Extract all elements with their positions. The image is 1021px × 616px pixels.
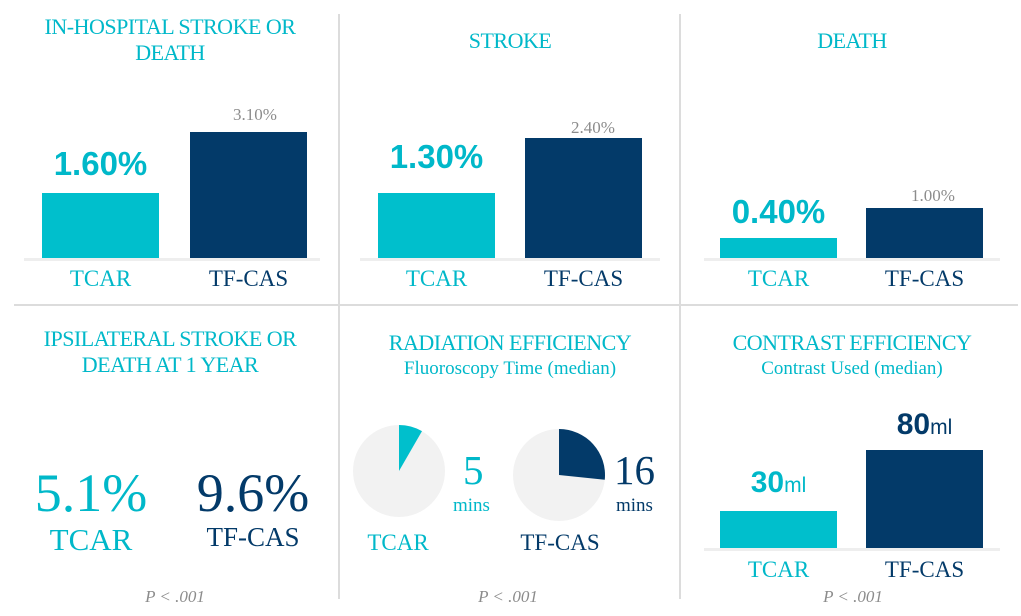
data-label-tcar: 1.30%: [389, 138, 484, 175]
panel-title: IN-HOSPITAL STROKE OR DEATH: [44, 14, 296, 65]
data-label-tcar: 0.40%: [731, 193, 826, 230]
data-label-tf-cas: 2.40%: [571, 118, 615, 137]
p-value: P < .001: [823, 587, 883, 606]
data-label-tcar: 1.60%: [53, 145, 148, 182]
category-label-tcar: TCAR: [49, 522, 133, 557]
baseline: [704, 548, 1000, 551]
data-label-tf-cas: 80ml: [896, 408, 953, 441]
value-tf-cas: 16: [614, 447, 655, 493]
category-label-tf-cas: TF-CAS: [543, 266, 624, 291]
category-label-tf-cas: TF-CAS: [520, 530, 600, 555]
panel-title: CONTRAST EFFICIENCY: [732, 330, 972, 355]
category-label-tf-cas: TF-CAS: [208, 266, 289, 291]
panel-title: IPSILATERAL STROKE OR DEATH AT 1 YEAR: [43, 326, 297, 377]
p-value: P < .001: [145, 587, 205, 606]
panel-subtitle: Contrast Used (median): [761, 358, 943, 379]
bar-tcar: [720, 511, 837, 548]
bar-tcar: [720, 238, 837, 258]
panel-title: RADIATION EFFICIENCY: [388, 330, 632, 355]
pie-slice-tcar: [399, 425, 422, 471]
panel-subtitle: Fluoroscopy Time (median): [403, 358, 617, 379]
baseline: [24, 258, 320, 261]
value-tf-cas: 9.6%: [196, 463, 310, 523]
bar-tf-cas: [866, 450, 983, 548]
baseline: [360, 258, 660, 261]
pie-tf-cas: [513, 429, 606, 521]
unit-tcar: mins: [453, 495, 490, 516]
category-label-tf-cas: TF-CAS: [884, 266, 965, 291]
value-tcar: 5: [463, 447, 484, 493]
category-label-tcar: TCAR: [69, 266, 132, 291]
category-label-tcar: TCAR: [367, 530, 429, 555]
bar-tcar: [42, 193, 159, 258]
bar-tf-cas: [525, 138, 642, 258]
unit-tf-cas: mins: [616, 495, 653, 516]
data-label-tf-cas: 1.00%: [911, 186, 955, 205]
baseline: [704, 258, 1000, 261]
category-label-tf-cas: TF-CAS: [884, 557, 965, 582]
bar-tcar: [378, 193, 495, 258]
divider-vertical-2: [679, 14, 681, 599]
data-label-tcar: 30ml: [750, 466, 807, 499]
category-label-tcar: TCAR: [747, 266, 810, 291]
divider-horizontal: [14, 304, 1018, 306]
category-label-tf-cas: TF-CAS: [206, 522, 300, 552]
value-tcar: 5.1%: [34, 463, 148, 523]
bar-tf-cas: [866, 208, 983, 258]
bar-tf-cas: [190, 132, 307, 258]
p-value: P < .001: [478, 587, 538, 606]
category-label-tcar: TCAR: [405, 266, 468, 291]
pie-slice-tf-cas: [559, 429, 606, 480]
divider-vertical-1: [338, 14, 340, 599]
panel-title: DEATH: [817, 28, 887, 53]
category-label-tcar: TCAR: [747, 557, 810, 582]
panel-title: STROKE: [468, 28, 552, 53]
data-label-tf-cas: 3.10%: [233, 105, 277, 124]
pie-tcar: [353, 425, 445, 517]
